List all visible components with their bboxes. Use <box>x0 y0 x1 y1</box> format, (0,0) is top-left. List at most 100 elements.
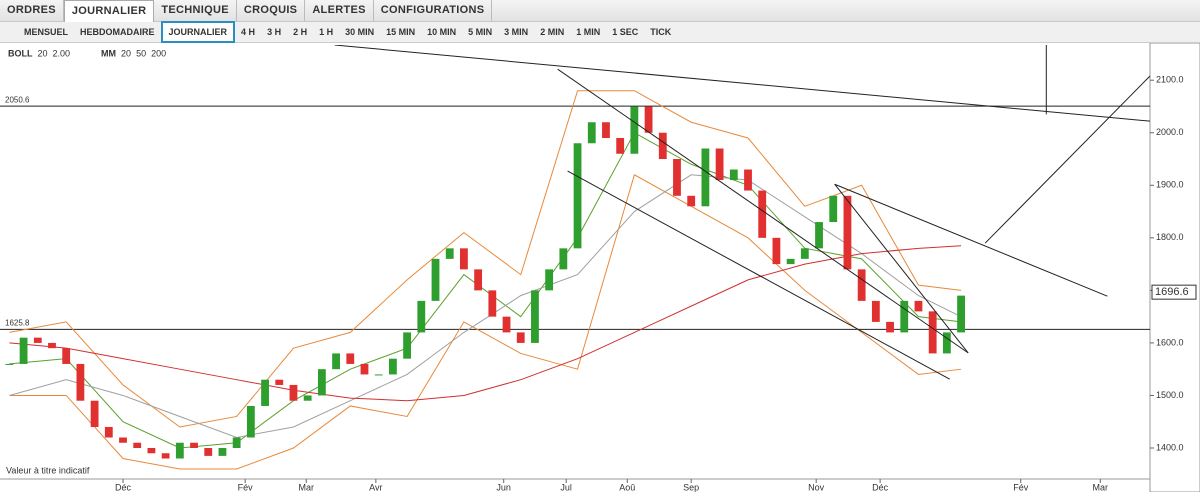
timeframe-button[interactable]: 2 MIN <box>540 27 565 37</box>
candle <box>204 448 213 456</box>
x-tick-label: Nov <box>808 482 825 492</box>
menu-item[interactable]: TECHNIQUE <box>154 0 237 21</box>
x-tick-label: Jun <box>496 482 511 492</box>
timeframe-button[interactable]: 3 MIN <box>504 27 529 37</box>
timeframe-button[interactable]: 10 MIN <box>427 27 457 37</box>
candle <box>474 269 483 291</box>
menu-item[interactable]: ALERTES <box>305 0 374 21</box>
candle <box>800 248 809 259</box>
candle <box>516 332 525 343</box>
candle <box>289 384 298 401</box>
candle <box>545 269 554 291</box>
candle <box>957 295 965 333</box>
timeframe-button[interactable]: 1 MIN <box>576 27 601 37</box>
y-tick-label: 1600.0 <box>1156 337 1184 347</box>
legend-text: 200 <box>151 48 166 58</box>
candle <box>573 143 582 249</box>
timeframe-button[interactable]: 2 H <box>293 27 308 37</box>
y-tick-label: 1500.0 <box>1156 390 1184 400</box>
horizontal-line-label: 1625.8 <box>5 318 30 327</box>
candle <box>843 195 852 270</box>
indicator-line <box>9 174 962 439</box>
candle <box>119 437 127 443</box>
plot-area <box>0 45 1150 470</box>
indicator-line <box>9 245 962 402</box>
timeframe-button[interactable]: 1 SEC <box>612 27 639 37</box>
candle <box>133 442 142 448</box>
candle <box>431 258 440 301</box>
candle <box>644 106 653 133</box>
legend-text: 2.00 <box>53 48 71 58</box>
y-tick-label: 2100.0 <box>1156 75 1184 85</box>
candle <box>502 316 511 333</box>
x-tick-label: Mar <box>299 482 315 492</box>
x-tick-label: Déc <box>872 482 889 492</box>
x-tick-label: Fév <box>238 482 254 492</box>
timeframe-button[interactable]: JOURNALIER <box>160 21 236 43</box>
candle <box>332 353 340 370</box>
candle <box>246 405 255 438</box>
timeframe-button[interactable]: 4 H <box>241 27 256 37</box>
candle <box>90 400 99 427</box>
timeframe-button[interactable]: 15 MIN <box>386 27 416 37</box>
trendline <box>557 68 969 354</box>
timeframe-bar: MENSUEL HEBDOMADAIRE JOURNALIER 4 H 3 H 2 H 1 … <box>0 21 1200 43</box>
candle <box>602 122 610 138</box>
y-tick-label: 1800.0 <box>1156 232 1184 242</box>
menu-item[interactable]: CROQUIS <box>237 0 306 21</box>
candle <box>942 332 951 354</box>
menu-item[interactable]: ORDRES <box>0 0 64 21</box>
x-tick-label: Aoû <box>619 482 635 492</box>
last-price-box <box>1151 284 1197 300</box>
x-tick-label: Avr <box>369 482 382 492</box>
indicator-line <box>9 174 962 470</box>
candle <box>33 337 42 343</box>
candle <box>445 248 454 259</box>
candle <box>104 426 113 438</box>
legend-text: BOLL <box>8 48 33 58</box>
timeframe-button[interactable]: 1 H <box>319 27 334 37</box>
y-tick-label: 1400.0 <box>1156 442 1184 452</box>
candle <box>715 148 724 181</box>
price-axis-panel <box>1149 42 1200 493</box>
candle <box>587 122 596 144</box>
candle <box>374 374 383 376</box>
menu-item[interactable]: JOURNALIER <box>63 0 155 22</box>
candle <box>701 148 710 207</box>
timeframe-button[interactable]: MENSUEL <box>24 27 69 37</box>
legend-text: 50 <box>136 48 146 58</box>
chart: Valeur à titre indicatif 1400.0 1500.0 160… <box>0 42 1200 493</box>
candle <box>744 169 752 191</box>
candle <box>928 311 937 354</box>
timeframe-button[interactable]: 5 MIN <box>468 27 493 37</box>
legend-text: 20 <box>38 48 48 58</box>
candle <box>317 369 326 396</box>
timeframe-button[interactable]: 3 H <box>267 27 282 37</box>
candle <box>616 138 625 154</box>
candle <box>673 159 681 196</box>
x-tick-label: Déc <box>115 482 132 492</box>
menu-item[interactable]: CONFIGURATIONS <box>374 0 493 21</box>
candle <box>488 290 497 317</box>
x-tick-label: Mar <box>1093 482 1109 492</box>
candle <box>261 379 269 406</box>
candle <box>147 448 156 454</box>
trendline <box>567 170 950 380</box>
candle <box>346 353 355 364</box>
x-tick-label: Jul <box>560 482 572 492</box>
candle <box>190 442 198 448</box>
timeframe-button[interactable]: 30 MIN <box>345 27 375 37</box>
candle <box>857 269 866 301</box>
legend-text: MM <box>101 48 116 58</box>
timeframe-button[interactable]: HEBDOMADAIRE <box>80 27 155 37</box>
candle <box>76 363 85 401</box>
timeframe-button[interactable]: TICK <box>650 27 672 37</box>
candle <box>886 321 894 333</box>
candle <box>460 248 468 270</box>
candle <box>62 348 71 364</box>
candle <box>729 169 738 181</box>
candle <box>829 195 838 223</box>
candle <box>758 190 767 238</box>
candle <box>531 290 539 343</box>
